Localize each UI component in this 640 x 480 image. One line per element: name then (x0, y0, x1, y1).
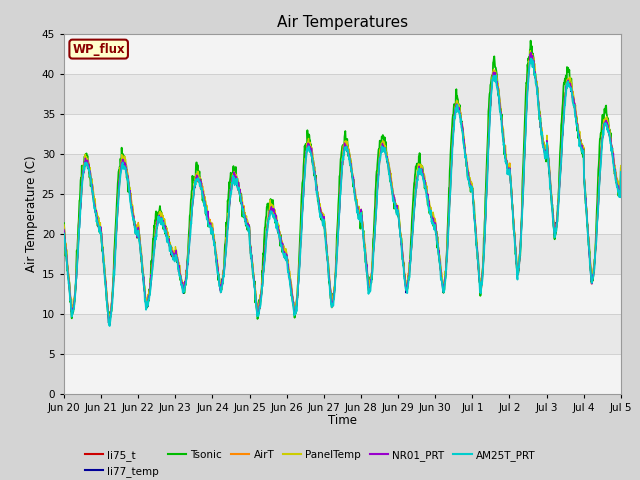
li75_t (429, 218, 437, 224)
Tsonic (502, 152, 509, 157)
Tsonic (527, 38, 534, 44)
li75_t (528, 53, 536, 59)
li77_temp (246, 251, 254, 256)
li75_t (552, 232, 559, 238)
li75_t (171, 253, 179, 259)
li77_temp (184, 252, 192, 258)
NR01_PRT (184, 254, 192, 260)
Bar (64, 354, 621, 394)
li75_t (184, 253, 192, 259)
AirT (617, 168, 625, 173)
PanelTemp (617, 163, 625, 168)
li75_t (246, 245, 254, 251)
Tsonic (184, 243, 192, 249)
Tsonic (246, 244, 254, 250)
NR01_PRT (105, 320, 113, 325)
Title: Air Temperatures: Air Temperatures (277, 15, 408, 30)
PanelTemp (60, 222, 68, 228)
Line: li77_temp: li77_temp (64, 57, 621, 325)
li77_temp (429, 218, 437, 224)
Legend: li75_t, li77_temp, Tsonic, AirT, PanelTemp, NR01_PRT, AM25T_PRT: li75_t, li77_temp, Tsonic, AirT, PanelTe… (81, 445, 540, 480)
li77_temp (617, 169, 625, 175)
AM25T_PRT (527, 56, 535, 61)
AirT (527, 51, 535, 57)
Tsonic (171, 252, 179, 258)
AirT (246, 248, 254, 253)
li77_temp (552, 228, 559, 234)
NR01_PRT (527, 50, 535, 56)
AirT (502, 153, 509, 159)
PanelTemp (502, 151, 509, 157)
li77_temp (171, 253, 179, 259)
Tsonic (552, 231, 559, 237)
Line: AM25T_PRT: AM25T_PRT (64, 59, 621, 326)
Tsonic (617, 166, 625, 171)
Bar (64, 34, 621, 73)
Line: AirT: AirT (64, 54, 621, 323)
PanelTemp (246, 243, 254, 249)
AM25T_PRT (502, 158, 509, 164)
Tsonic (60, 220, 68, 226)
Tsonic (429, 218, 437, 224)
li75_t (502, 154, 509, 160)
li77_temp (60, 232, 68, 238)
Text: WP_flux: WP_flux (72, 43, 125, 56)
PanelTemp (552, 223, 559, 229)
Bar (64, 114, 621, 154)
AM25T_PRT (60, 230, 68, 236)
Y-axis label: Air Temperature (C): Air Temperature (C) (24, 156, 38, 272)
X-axis label: Time: Time (328, 414, 357, 427)
AM25T_PRT (171, 259, 179, 264)
PanelTemp (106, 317, 113, 323)
AM25T_PRT (184, 259, 192, 264)
PanelTemp (171, 249, 179, 254)
li75_t (60, 224, 68, 229)
Line: Tsonic: Tsonic (64, 41, 621, 324)
NR01_PRT (60, 227, 68, 232)
AirT (60, 226, 68, 232)
NR01_PRT (552, 228, 559, 234)
PanelTemp (184, 250, 192, 256)
AirT (106, 320, 113, 325)
AM25T_PRT (552, 233, 559, 239)
li75_t (106, 319, 113, 325)
Bar (64, 193, 621, 234)
li77_temp (106, 322, 113, 328)
li77_temp (527, 54, 535, 60)
NR01_PRT (502, 156, 509, 161)
NR01_PRT (171, 256, 179, 262)
AirT (184, 253, 192, 259)
Line: NR01_PRT: NR01_PRT (64, 53, 621, 323)
AM25T_PRT (106, 323, 113, 329)
li77_temp (502, 154, 509, 160)
li75_t (617, 170, 625, 176)
AirT (171, 255, 179, 261)
PanelTemp (527, 48, 534, 54)
NR01_PRT (617, 170, 625, 176)
Bar (64, 274, 621, 313)
AM25T_PRT (246, 246, 254, 252)
NR01_PRT (429, 216, 437, 221)
NR01_PRT (246, 245, 254, 251)
AM25T_PRT (429, 221, 437, 227)
AirT (552, 226, 559, 232)
Line: PanelTemp: PanelTemp (64, 51, 621, 320)
Line: li75_t: li75_t (64, 56, 621, 322)
AM25T_PRT (617, 169, 625, 175)
Tsonic (106, 322, 113, 327)
PanelTemp (429, 209, 437, 215)
AirT (429, 216, 437, 222)
